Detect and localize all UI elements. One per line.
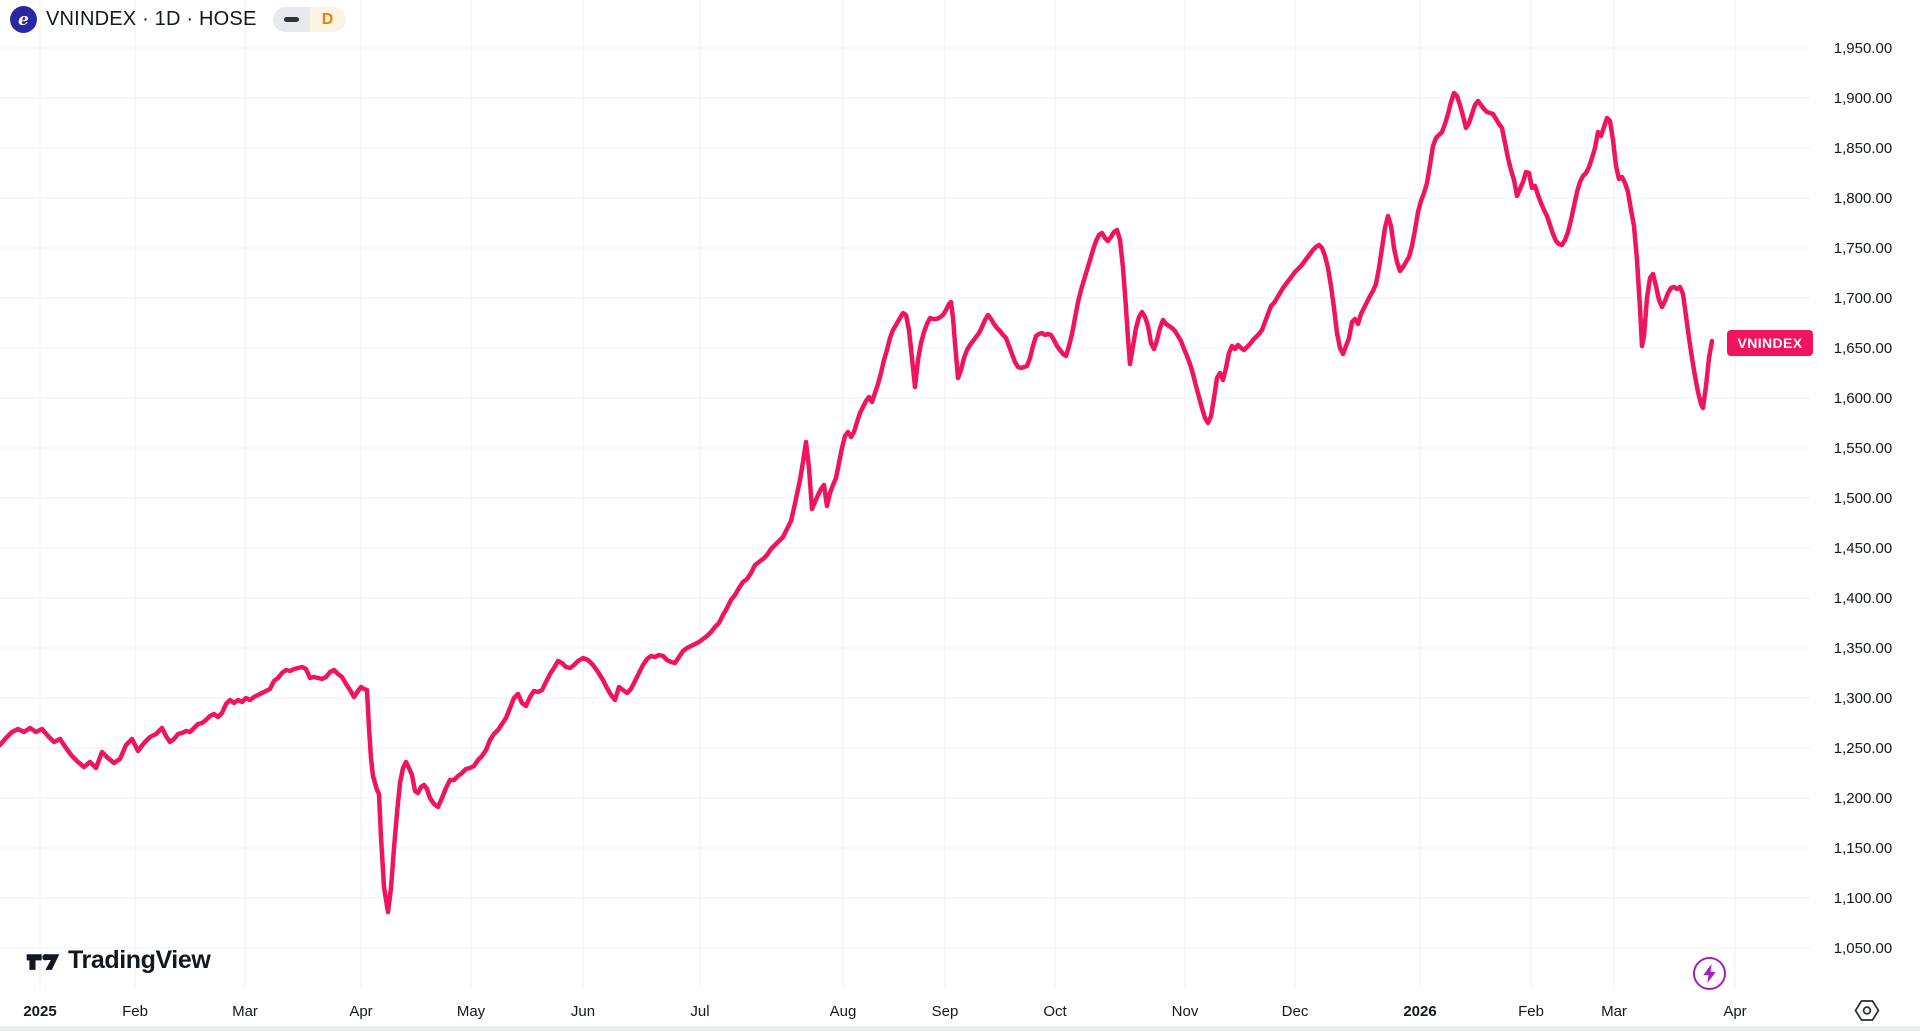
price-label-badge[interactable]: VNINDEX <box>1727 330 1813 356</box>
price-axis-label: 1,750.00 <box>1834 240 1892 257</box>
price-axis-label: 1,850.00 <box>1834 140 1892 157</box>
price-axis-label: 1,800.00 <box>1834 190 1892 207</box>
price-axis-label: 1,400.00 <box>1834 590 1892 607</box>
line-style-icon <box>283 17 299 22</box>
price-axis[interactable] <box>1810 0 1920 990</box>
time-axis-settings-button[interactable] <box>1853 998 1881 1023</box>
price-series-line <box>0 90 1715 915</box>
price-axis-label: 1,500.00 <box>1834 490 1892 507</box>
interval-segment[interactable]: D <box>309 7 346 32</box>
chart-header: e VNINDEX · 1D · HOSE D <box>10 6 346 33</box>
price-axis-label: 1,050.00 <box>1834 940 1892 957</box>
price-axis-label: 1,100.00 <box>1834 890 1892 907</box>
price-label-text: VNINDEX <box>1737 335 1803 351</box>
lightning-button[interactable] <box>1693 957 1726 990</box>
price-axis-label: 1,450.00 <box>1834 540 1892 557</box>
time-axis-label: Dec <box>1282 1003 1309 1020</box>
lightning-icon <box>1703 964 1716 983</box>
time-axis-label: Jul <box>690 1003 709 1020</box>
symbol-title[interactable]: VNINDEX · 1D · HOSE <box>46 8 257 30</box>
price-axis-label: 1,600.00 <box>1834 390 1892 407</box>
time-axis[interactable] <box>0 990 1920 1026</box>
price-axis-label: 1,650.00 <box>1834 340 1892 357</box>
time-axis-label: Apr <box>1723 1003 1746 1020</box>
gridlines <box>0 0 1810 990</box>
price-axis-label: 1,900.00 <box>1834 90 1892 107</box>
time-axis-label: Apr <box>349 1003 372 1020</box>
time-axis-label: Mar <box>1601 1003 1627 1020</box>
time-axis-label: Jun <box>571 1003 595 1020</box>
symbol-logo-letter: e <box>18 9 29 30</box>
price-axis-label: 1,150.00 <box>1834 840 1892 857</box>
time-axis-label: May <box>457 1003 486 1020</box>
time-axis-label: Feb <box>122 1003 148 1020</box>
time-axis-label: Sep <box>932 1003 959 1020</box>
price-axis-label: 1,700.00 <box>1834 290 1892 307</box>
bottom-edge-strip <box>0 1026 1920 1031</box>
time-axis-label: Feb <box>1518 1003 1544 1020</box>
price-axis-label: 1,950.00 <box>1834 40 1892 57</box>
time-axis-label: 2025 <box>23 1003 56 1020</box>
interval-toggle[interactable]: D <box>272 7 346 32</box>
tradingview-attribution-link[interactable]: TradingView <box>26 946 211 975</box>
interval-label: D <box>321 10 334 28</box>
tradingview-logo-icon <box>26 953 60 970</box>
time-axis-label: Oct <box>1043 1003 1067 1020</box>
time-axis-label: Nov <box>1172 1003 1199 1020</box>
price-axis-label: 1,250.00 <box>1834 740 1892 757</box>
price-axis-label: 1,200.00 <box>1834 790 1892 807</box>
price-axis-label: 1,550.00 <box>1834 440 1892 457</box>
symbol-logo-icon[interactable]: e <box>10 6 37 33</box>
time-axis-label: Mar <box>232 1003 258 1020</box>
time-axis-label: Aug <box>830 1003 857 1020</box>
time-axis-label: 2026 <box>1403 1003 1436 1020</box>
tradingview-wordmark: TradingView <box>68 946 211 974</box>
hexagon-settings-icon <box>1854 1000 1880 1021</box>
price-axis-label: 1,350.00 <box>1834 640 1892 657</box>
axis-labels: 1,950.00 1,900.00 1,850.00 1,800.00 1,750.00… <box>23 40 1892 1020</box>
chart-style-segment[interactable] <box>272 7 310 32</box>
price-axis-label: 1,300.00 <box>1834 690 1892 707</box>
